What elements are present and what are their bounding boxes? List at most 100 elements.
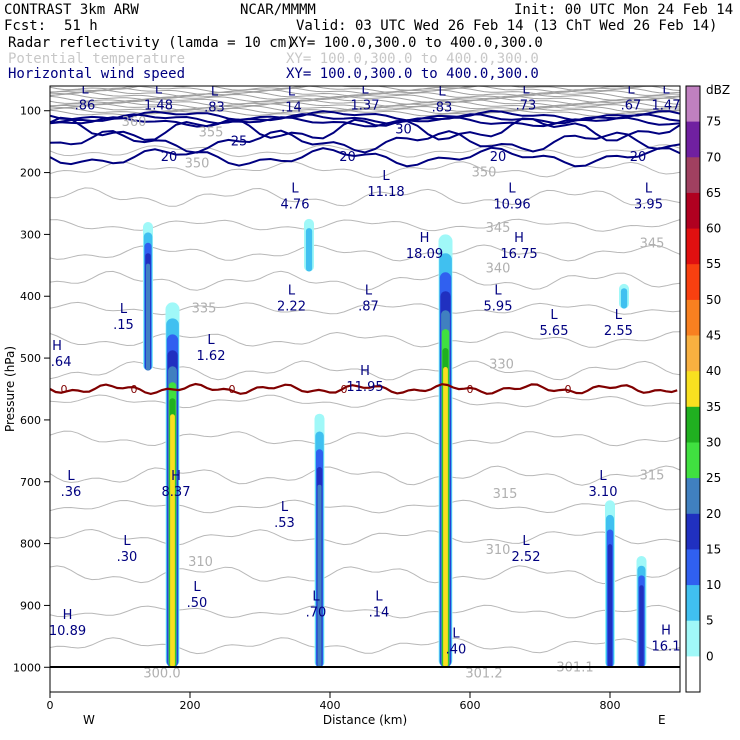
field-xy-reflectivity: XY= 100.0,300.0 to 400.0,300.0 bbox=[290, 35, 543, 51]
hl-markers: L.86L1.48L.83L.14L1.37L.83L.73L.67L1.47L… bbox=[50, 82, 680, 658]
hl-marker: L1.48 bbox=[144, 86, 173, 113]
colorbar-swatch bbox=[686, 86, 700, 123]
hl-marker-value: .70 bbox=[306, 606, 327, 621]
reflectivity-cell-level bbox=[170, 414, 175, 668]
hl-marker-value: .36 bbox=[61, 485, 82, 500]
theta-label: 330 bbox=[489, 357, 514, 372]
hl-marker-value: .53 bbox=[274, 516, 295, 531]
hl-marker: L.86 bbox=[75, 82, 96, 113]
theta-label: 310 bbox=[188, 555, 213, 570]
hl-marker-value: 10.96 bbox=[493, 197, 530, 212]
hl-marker: L4.76 bbox=[281, 181, 310, 212]
hl-marker: L3.10 bbox=[589, 469, 618, 500]
hl-marker-letter: L bbox=[382, 169, 390, 184]
colorbar-label: 0 bbox=[706, 649, 714, 663]
hl-marker-letter: H bbox=[360, 364, 370, 379]
header-fcst-value: 51 h bbox=[64, 18, 98, 34]
freezing-level-label: 0 bbox=[565, 383, 572, 396]
hl-marker: L1.47 bbox=[652, 82, 680, 113]
hl-marker: L3.95 bbox=[634, 181, 663, 212]
hl-marker-letter: L bbox=[627, 82, 635, 97]
hl-marker: L.87 bbox=[358, 283, 379, 314]
hl-marker-letter: L bbox=[438, 84, 446, 99]
hl-marker-value: 1.62 bbox=[197, 349, 226, 364]
hl-marker: L5.95 bbox=[484, 283, 513, 314]
hl-marker-letter: L bbox=[375, 590, 383, 605]
colorbar-swatch bbox=[686, 121, 700, 158]
hl-marker: L.14 bbox=[281, 84, 302, 115]
hl-marker: H6.64 bbox=[50, 339, 71, 370]
theta-label: 301.2 bbox=[465, 666, 502, 681]
hl-marker-letter: L bbox=[662, 82, 670, 97]
colorbar-label: 65 bbox=[706, 186, 721, 200]
colorbar-label: 70 bbox=[706, 150, 721, 164]
hl-marker: L.15 bbox=[113, 302, 134, 333]
wind-contour-label: 20 bbox=[161, 150, 178, 165]
hl-marker-value: .30 bbox=[117, 550, 138, 565]
colorbar-label: 10 bbox=[706, 578, 721, 592]
theta-contours bbox=[50, 144, 680, 655]
colorbar-label: 35 bbox=[706, 400, 721, 414]
theta-contour-line bbox=[50, 331, 680, 348]
strato-theta-line bbox=[50, 91, 680, 99]
wind-speed-contours: 20 20 20 20 25 30 bbox=[50, 109, 680, 168]
theta-contour-line bbox=[50, 637, 680, 655]
y-tick-label: 1000 bbox=[13, 661, 41, 674]
hl-marker-value: .83 bbox=[204, 100, 225, 115]
colorbar: 0 5 10 15 20 25 30 35 40 45 50 55 60 65 70 75 bbox=[685, 85, 721, 693]
colorbar-unit: dBZ bbox=[706, 83, 730, 97]
hl-marker-letter: L bbox=[365, 283, 373, 298]
colorbar-swatch bbox=[686, 228, 700, 265]
hl-marker-value: .67 bbox=[621, 98, 642, 113]
theta-contour-line bbox=[50, 430, 680, 447]
hl-marker: L5.65 bbox=[540, 308, 569, 339]
y-axis-label: Pressure (hPa) bbox=[3, 346, 17, 432]
colorbar-label: 55 bbox=[706, 257, 721, 271]
hl-marker: H11.95 bbox=[346, 364, 383, 395]
y-tick-label: 400 bbox=[20, 290, 41, 303]
theta-contour-line bbox=[50, 218, 680, 232]
colorbar-swatch bbox=[686, 442, 700, 479]
reflectivity-cell-level bbox=[607, 544, 613, 668]
theta-contour-line bbox=[50, 565, 680, 585]
hl-marker-letter: L bbox=[67, 469, 75, 484]
hl-marker: L.30 bbox=[117, 534, 138, 565]
field-name-wind: Horizontal wind speed bbox=[8, 66, 185, 82]
freezing-level-label: 0 bbox=[229, 383, 236, 396]
hl-marker-letter: L bbox=[193, 580, 201, 595]
hl-marker: H8.37 bbox=[162, 469, 191, 500]
theta-contour-line bbox=[50, 270, 680, 291]
wind-contour-label: 20 bbox=[339, 150, 356, 165]
hl-marker-letter: L bbox=[615, 308, 623, 323]
colorbar-swatch bbox=[686, 264, 700, 301]
colorbar-label: 30 bbox=[706, 435, 721, 449]
theta-contour-line bbox=[50, 465, 680, 486]
reflectivity-cell-level bbox=[639, 585, 644, 668]
theta-label: 315 bbox=[640, 469, 665, 484]
x-tick-label: 600 bbox=[460, 699, 481, 712]
hl-marker-letter: L bbox=[494, 283, 502, 298]
hl-marker: L.14 bbox=[369, 590, 390, 621]
hl-marker-value: 5.95 bbox=[484, 299, 513, 314]
plot-frame bbox=[49, 85, 681, 693]
colorbar-frame bbox=[685, 85, 701, 693]
hl-marker-letter: L bbox=[81, 82, 89, 97]
hl-marker: L.67 bbox=[621, 82, 642, 113]
hl-marker-value: .73 bbox=[516, 98, 537, 113]
hl-marker-letter: L bbox=[291, 181, 299, 196]
x-tick-label: 200 bbox=[180, 699, 201, 712]
hl-marker-letter: L bbox=[288, 84, 296, 99]
hl-marker-value: .14 bbox=[369, 606, 390, 621]
y-tick-label: 900 bbox=[20, 599, 41, 612]
theta-contour-line bbox=[50, 301, 680, 316]
theta-contour-line bbox=[50, 604, 680, 619]
theta-contour-line bbox=[50, 144, 680, 158]
theta-label: 355 bbox=[199, 125, 224, 140]
hl-marker: H10.89 bbox=[50, 608, 86, 639]
hl-marker-letter: L bbox=[645, 181, 653, 196]
west-label: W bbox=[83, 713, 95, 727]
colorbar-label: 60 bbox=[706, 222, 721, 236]
theta-label: 340 bbox=[486, 261, 511, 276]
hl-marker-value: 2.55 bbox=[604, 324, 633, 339]
